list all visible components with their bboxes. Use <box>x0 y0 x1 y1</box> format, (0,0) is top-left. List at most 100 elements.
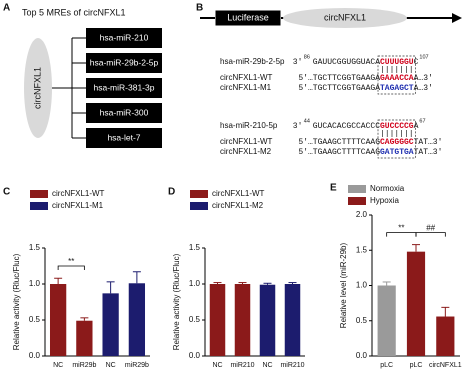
luciferase-label: Luciferase <box>227 12 269 22</box>
seq: C <box>414 58 419 67</box>
seq-end: 3' <box>293 122 303 131</box>
legend-label: circNFXL1-WT <box>212 189 265 198</box>
seq: 5'…TGAAGCTTTTCAAG <box>298 138 380 147</box>
circ-label: circNFXL1 <box>32 67 42 109</box>
mirna-box <box>86 28 162 48</box>
seq-position: 44 <box>304 118 310 124</box>
legend-swatch <box>30 190 48 198</box>
bar <box>128 283 146 356</box>
seq-site: CUUUGGU <box>380 58 414 67</box>
circ-label: circNFXL1 <box>324 12 366 22</box>
bar <box>406 251 426 356</box>
x-tick-label: NC <box>106 362 116 369</box>
legend-swatch <box>190 190 208 198</box>
panel-letter: B <box>196 3 203 14</box>
mirna-label: hsa-let-7 <box>107 132 140 142</box>
seq: 5'…TGAAGCTTTTCAAG <box>298 148 380 157</box>
x-tick-label: NC <box>53 362 63 369</box>
row-label: circNFXL1-M1 <box>220 83 272 92</box>
vector-arrow <box>452 13 462 23</box>
y-tick-label: 0.0 <box>189 351 201 360</box>
bar <box>436 316 455 356</box>
seq-position: 67 <box>419 118 425 124</box>
mirna-label: hsa-miR-210 <box>100 32 149 42</box>
y-axis-label: Relative level (miR-29b) <box>339 242 348 328</box>
panel-letter: C <box>3 187 10 198</box>
seq: 5'…TGCTTCGGTGAAGA <box>298 84 380 93</box>
seq: A <box>414 122 419 131</box>
y-tick-label: 2.0 <box>356 210 368 219</box>
legend-label: circNFXL1-WT <box>52 189 105 198</box>
seq: TAT…3' <box>414 148 443 157</box>
y-tick-label: 1.0 <box>189 279 201 288</box>
panel-a-title: Top 5 MREs of circNFXL1 <box>22 7 126 17</box>
site-box <box>377 55 416 95</box>
x-tick-label: miR29b <box>72 362 96 369</box>
bar <box>49 284 67 356</box>
mirna-box <box>86 128 162 148</box>
site-box <box>377 119 416 159</box>
y-axis-label: Relative activity (Rluc/Fluc) <box>12 253 21 350</box>
significance-label: ## <box>426 224 435 233</box>
y-tick-label: 0.5 <box>29 315 41 324</box>
seq: GAUUCGGUGGUACA <box>313 58 380 67</box>
y-tick-label: 0.5 <box>356 316 368 325</box>
panel-letter: A <box>3 3 10 14</box>
x-tick-label: NC <box>262 362 272 369</box>
seq: A…3' <box>414 84 433 93</box>
bar <box>102 293 119 356</box>
panel-letter: E <box>330 183 337 194</box>
x-tick-label: miR210 <box>230 362 254 369</box>
significance-bracket <box>415 232 446 237</box>
legend-swatch <box>190 202 208 210</box>
seq: 5'…TGCTTCGGTGAAGA <box>298 74 380 83</box>
mirna-box <box>86 53 162 73</box>
circ-ellipse <box>283 8 407 28</box>
mirna-label: hsa-miR-29b-2-5p <box>90 57 159 67</box>
seq-site: GAAACCA <box>380 74 414 83</box>
circ-ellipse <box>24 38 52 138</box>
legend-label: Normoxia <box>370 184 405 193</box>
bar <box>377 285 396 356</box>
seq-site: GUCCCCG <box>380 122 414 131</box>
row-label: hsa-miR-210-5p <box>220 121 278 130</box>
row-label: circNFXL1-WT <box>220 73 273 82</box>
seq-site: GATGTGA <box>380 148 414 157</box>
seq: GUCACACGCCACCC <box>313 122 380 131</box>
legend-swatch <box>30 202 48 210</box>
bar <box>76 320 93 356</box>
significance-bracket <box>386 232 417 237</box>
bar <box>259 284 276 356</box>
row-label: hsa-miR-29b-2-5p <box>220 57 285 66</box>
legend-label: circNFXL1-M1 <box>52 201 104 210</box>
y-tick-label: 0.0 <box>356 351 368 360</box>
y-tick-label: 1.5 <box>29 243 41 252</box>
x-tick-label: miR210 <box>280 362 304 369</box>
panel-letter: D <box>168 187 175 198</box>
bar <box>284 284 301 356</box>
significance-label: ** <box>398 224 404 233</box>
y-tick-label: 0.0 <box>29 351 41 360</box>
significance-label: ** <box>68 257 74 266</box>
x-tick-label: pLC <box>410 362 423 369</box>
seq-position: 86 <box>304 54 310 60</box>
mirna-box <box>86 78 162 98</box>
y-tick-label: 0.5 <box>189 315 201 324</box>
seq-end: 3' <box>293 58 303 67</box>
row-label: circNFXL1-WT <box>220 137 273 146</box>
x-tick-label: pLC <box>380 362 393 369</box>
legend-label: Hypoxia <box>370 196 399 205</box>
seq-site: CAGGGGC <box>380 138 414 147</box>
y-tick-label: 1.5 <box>356 245 368 254</box>
legend-swatch <box>348 185 366 193</box>
y-tick-label: 1.5 <box>189 243 201 252</box>
x-tick-label: NC <box>212 362 222 369</box>
significance-bracket <box>57 265 85 270</box>
seq-site: TAGAGCT <box>380 84 414 93</box>
seq-position: 107 <box>419 54 428 60</box>
y-axis-label: Relative activity (Rluc/Fluc) <box>172 253 181 350</box>
row-label: circNFXL1-M2 <box>220 147 272 156</box>
mirna-label: hsa-miR-381-3p <box>94 82 155 92</box>
